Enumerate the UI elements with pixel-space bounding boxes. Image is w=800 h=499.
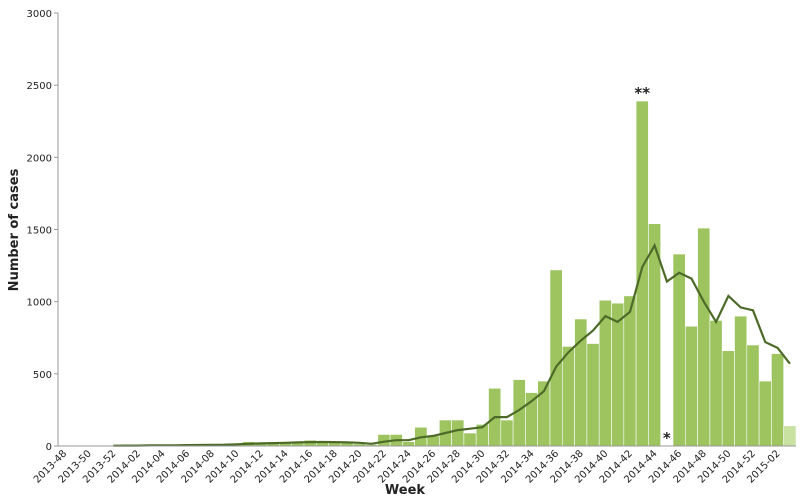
bar <box>586 343 600 447</box>
bar <box>500 419 514 447</box>
bar <box>463 432 477 447</box>
y-tick-label: 3000 <box>27 9 52 20</box>
annotation: ** <box>634 84 650 102</box>
bar <box>623 295 637 447</box>
y-tick-label: 500 <box>33 370 52 381</box>
y-tick-label: 2500 <box>27 81 52 92</box>
annotation: * <box>663 429 671 447</box>
bar <box>684 325 698 447</box>
trend-line <box>113 242 791 447</box>
bar <box>611 302 625 447</box>
y-tick-label: 1000 <box>27 298 52 309</box>
bar <box>635 100 649 447</box>
bar <box>734 315 748 447</box>
y-tick-label: 1500 <box>27 226 52 237</box>
y-tick-label: 0 <box>46 442 52 453</box>
bar <box>746 344 760 447</box>
y-axis-title: Number of cases <box>7 168 22 291</box>
bar <box>561 346 575 447</box>
bar <box>721 350 735 447</box>
y-tick-label: 2000 <box>27 153 52 164</box>
bar <box>771 353 785 447</box>
bar <box>549 269 563 447</box>
bar <box>672 253 686 447</box>
bar <box>709 320 723 447</box>
bar <box>402 441 415 447</box>
x-axis-title: Week <box>385 483 426 498</box>
bar <box>451 419 465 447</box>
bar <box>697 227 711 447</box>
bar <box>783 425 797 447</box>
bar <box>758 380 772 447</box>
